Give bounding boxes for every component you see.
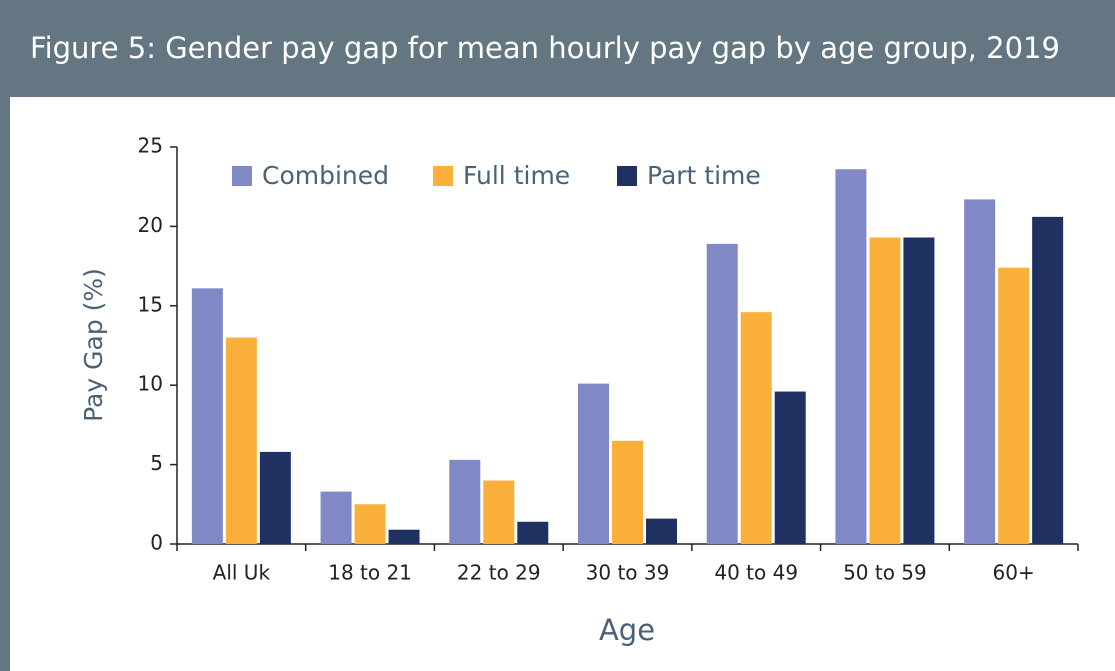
- legend-label: Part time: [647, 161, 761, 190]
- legend-label: Combined: [262, 161, 389, 190]
- bar: [706, 243, 738, 545]
- y-tick-label: 0: [150, 531, 163, 555]
- bar: [869, 237, 901, 545]
- y-tick-label: 5: [150, 451, 163, 475]
- bar: [320, 491, 352, 544]
- legend-swatch: [617, 166, 637, 186]
- bar: [483, 480, 515, 544]
- bar: [225, 337, 257, 544]
- bar: [646, 518, 677, 544]
- x-tick-label: 40 to 49: [714, 561, 798, 585]
- bar: [354, 504, 386, 544]
- y-tick-label: 25: [138, 134, 163, 158]
- bar: [903, 237, 935, 545]
- bar: [835, 169, 867, 544]
- bar: [517, 521, 549, 544]
- chart-title: Figure 5: Gender pay gap for mean hourly…: [30, 31, 1060, 65]
- legend-swatch: [232, 166, 252, 186]
- header: [0, 0, 1115, 97]
- bar: [612, 440, 643, 544]
- bar: [578, 383, 609, 544]
- bar: [388, 529, 420, 544]
- bar: [259, 451, 291, 544]
- x-tick-label: 50 to 59: [843, 561, 927, 585]
- y-tick-label: 20: [138, 213, 163, 237]
- legend-swatch: [433, 166, 453, 186]
- bar: [191, 288, 223, 544]
- x-tick-label: All Uk: [213, 561, 271, 585]
- x-tick-label: 60+: [993, 561, 1035, 585]
- x-tick-label: 22 to 29: [457, 561, 541, 585]
- bar: [998, 267, 1030, 544]
- x-axis-label: Age: [599, 613, 655, 647]
- y-tick-label: 15: [138, 292, 163, 316]
- bar: [740, 312, 772, 544]
- bar: [964, 199, 996, 545]
- y-axis-label: Pay Gap (%): [79, 268, 108, 422]
- bar: [1032, 216, 1064, 544]
- y-tick-label: 10: [138, 372, 163, 396]
- x-tick-label: 18 to 21: [328, 561, 412, 585]
- bar: [449, 459, 481, 544]
- x-tick-label: 30 to 39: [586, 561, 670, 585]
- left-border: [0, 97, 10, 671]
- bar: [774, 391, 806, 544]
- legend-label: Full time: [463, 161, 570, 190]
